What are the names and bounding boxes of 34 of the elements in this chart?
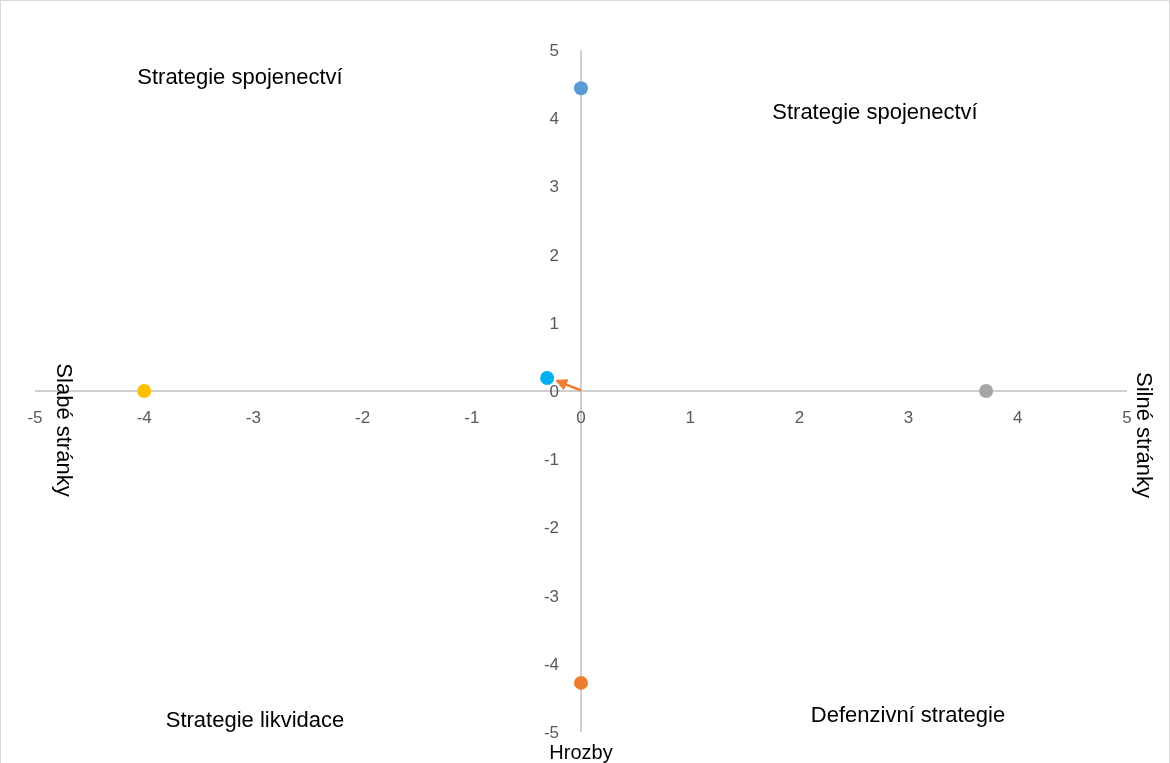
x-tick-label: 5 bbox=[1122, 408, 1132, 427]
x-tick-label: 3 bbox=[903, 408, 914, 427]
point bbox=[979, 384, 994, 398]
x-tick-label: -2 bbox=[355, 408, 371, 427]
y-tick-label: 4 bbox=[549, 109, 559, 129]
y-tick-label: -4 bbox=[543, 654, 559, 674]
y-tick-label: -5 bbox=[543, 723, 559, 742]
y-tick-label: -3 bbox=[543, 586, 559, 606]
x-tick-label: 2 bbox=[794, 408, 805, 427]
annotation: Strategie spojenectví bbox=[772, 99, 978, 124]
annotation: Slabé stránky bbox=[52, 363, 78, 497]
point bbox=[574, 81, 588, 96]
text: Silné stránky bbox=[1132, 372, 1158, 498]
y-tick-label: 5 bbox=[549, 41, 559, 60]
y-tick-label: 2 bbox=[549, 245, 559, 265]
y-tick-label: 1 bbox=[549, 313, 559, 333]
point bbox=[137, 384, 152, 398]
point bbox=[540, 371, 555, 386]
x-axis-title: Hrozby bbox=[549, 741, 613, 763]
point bbox=[574, 675, 588, 690]
x-tick-label: -5 bbox=[27, 408, 43, 427]
x-tick-label: -1 bbox=[464, 408, 480, 427]
annotation: Strategie likvidace bbox=[165, 707, 345, 732]
x-tick-label: 4 bbox=[1013, 408, 1023, 427]
y-tick-label: 3 bbox=[549, 177, 559, 197]
y-tick-label: 0 bbox=[549, 382, 559, 401]
y-tick-label: -2 bbox=[543, 518, 559, 538]
x-tick-label: -4 bbox=[136, 408, 152, 427]
y-tick-label: -1 bbox=[543, 450, 559, 470]
x-tick-label: 0 bbox=[576, 408, 586, 427]
annotation: Defenzivní strategie bbox=[810, 702, 1006, 727]
annotation: Strategie spojenectví bbox=[137, 64, 343, 89]
x-tick-label: -3 bbox=[245, 408, 261, 427]
x-tick-label: 1 bbox=[685, 408, 695, 427]
